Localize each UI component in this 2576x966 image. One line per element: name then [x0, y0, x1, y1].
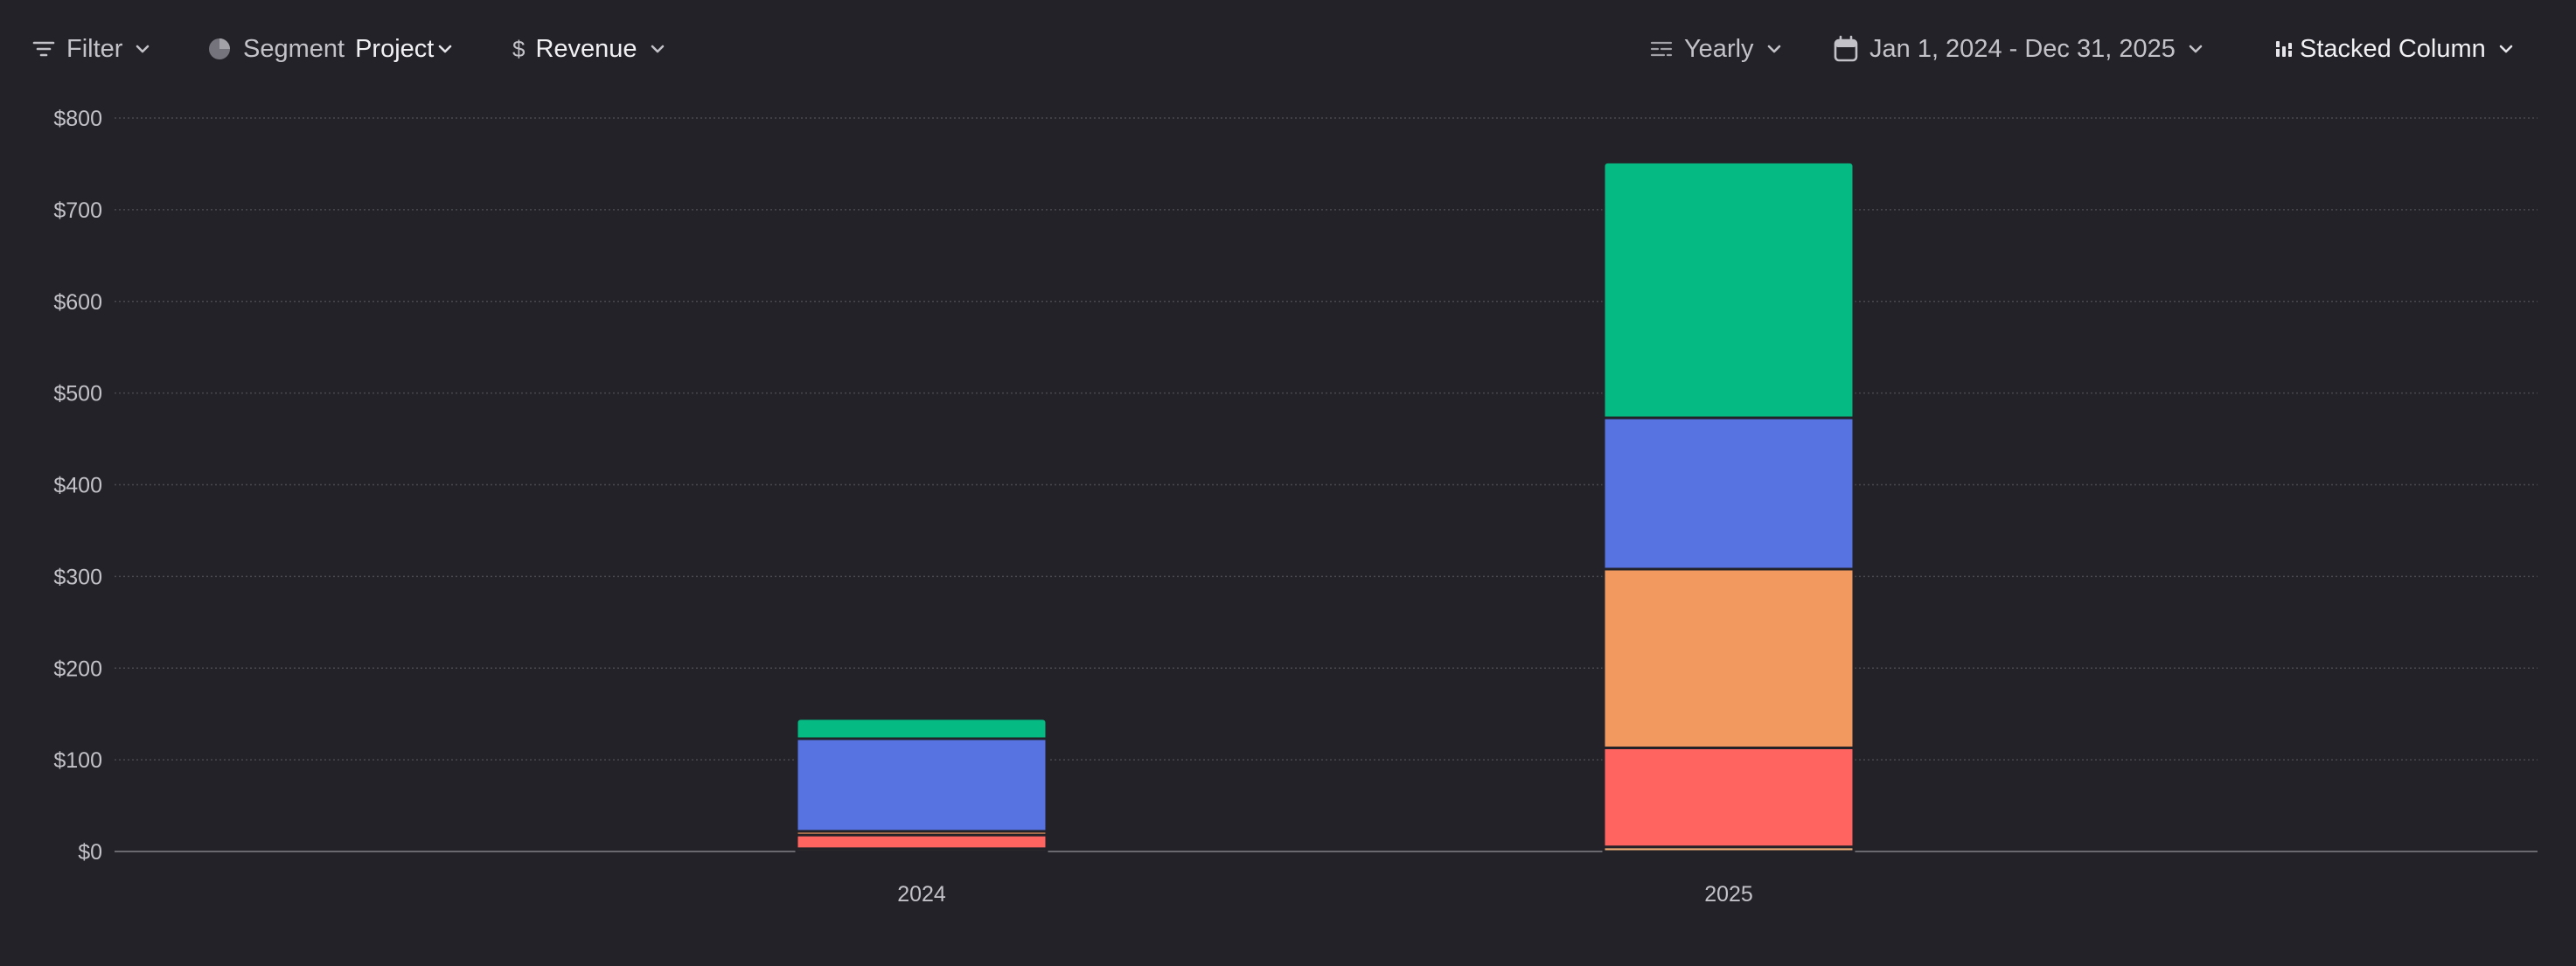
y-tick-label: $200 — [53, 657, 102, 681]
chart-type-dropdown[interactable]: Stacked Column — [2273, 30, 2516, 68]
calendar-icon — [1833, 35, 1859, 63]
period-dropdown[interactable]: Yearly — [1649, 30, 1784, 68]
segment-value: Project — [355, 34, 435, 63]
chevron-down-icon — [648, 39, 667, 59]
pie-chart-icon — [206, 36, 233, 62]
filter-button[interactable]: Filter — [31, 30, 152, 68]
x-tick-label: 2024 — [897, 882, 946, 907]
dollar-icon: $ — [512, 35, 526, 62]
metric-dropdown[interactable]: $ Revenue — [512, 30, 667, 68]
chevron-down-icon — [435, 39, 455, 59]
chart-type-label: Stacked Column — [2300, 34, 2486, 63]
filter-icon — [31, 37, 56, 61]
date-range-picker[interactable]: Jan 1, 2024 - Dec 31, 2025 — [1833, 30, 2205, 68]
chevron-down-icon — [1765, 39, 1784, 59]
chevron-down-icon — [2186, 39, 2205, 59]
chart-toolbar: Filter Segment Project $ Revenue Yearly — [0, 0, 2576, 98]
y-tick-label: $500 — [53, 382, 102, 407]
metric-label: Revenue — [535, 34, 637, 63]
x-tick-label: 2025 — [1704, 882, 1753, 907]
bar-segment[interactable] — [1602, 160, 1855, 420]
bar-segment[interactable] — [1602, 746, 1855, 849]
calendar-period-icon — [1649, 37, 1674, 61]
stacked-column-chart: $0 $100 $200 $300 $400 $500 $600 $700 $800 2024 2… — [53, 107, 2538, 907]
chevron-down-icon — [133, 39, 152, 59]
segment-dropdown[interactable]: Segment Project — [206, 30, 455, 68]
y-tick-label: $300 — [53, 565, 102, 589]
y-tick-label: $0 — [78, 840, 102, 865]
bar-segment[interactable] — [1602, 416, 1855, 571]
y-tick-label: $800 — [53, 107, 102, 131]
bar-segment[interactable] — [795, 717, 1048, 740]
segment-label: Segment — [243, 34, 345, 63]
filter-label: Filter — [66, 34, 123, 63]
y-tick-label: $100 — [53, 748, 102, 773]
chevron-down-icon — [2496, 39, 2516, 59]
y-tick-label: $700 — [53, 198, 102, 223]
bar-segment[interactable] — [795, 833, 1048, 851]
date-range-label: Jan 1, 2024 - Dec 31, 2025 — [1869, 34, 2176, 63]
y-tick-label: $600 — [53, 290, 102, 315]
bar-segment[interactable] — [795, 737, 1048, 833]
bar-chart-icon — [2273, 38, 2294, 60]
y-tick-label: $400 — [53, 474, 102, 498]
bar-segment[interactable] — [1602, 567, 1855, 749]
chart-area: $0 $100 $200 $300 $400 $500 $600 $700 $800 2024 2… — [0, 98, 2576, 962]
period-label: Yearly — [1684, 34, 1754, 63]
